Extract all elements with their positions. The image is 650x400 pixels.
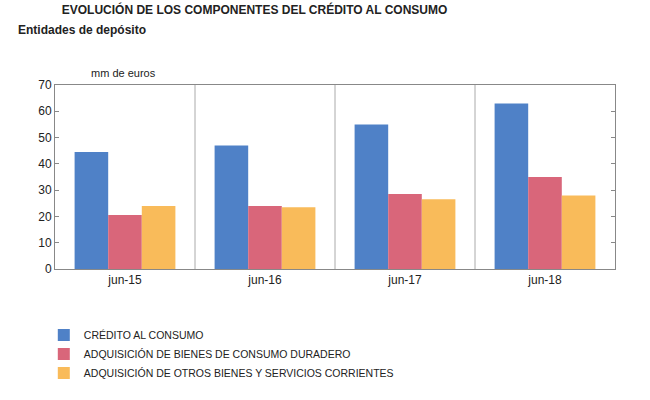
svg-text:20: 20 bbox=[38, 210, 52, 224]
svg-text:jun-17: jun-17 bbox=[387, 273, 422, 287]
svg-text:jun-16: jun-16 bbox=[247, 273, 282, 287]
svg-text:CRÉDITO AL CONSUMO: CRÉDITO AL CONSUMO bbox=[84, 329, 204, 341]
svg-text:30: 30 bbox=[38, 183, 52, 197]
svg-text:ADQUISICIÓN DE BIENES DE CONSU: ADQUISICIÓN DE BIENES DE CONSUMO DURADER… bbox=[84, 348, 351, 360]
svg-text:ADQUISICIÓN DE OTROS BIENES Y: ADQUISICIÓN DE OTROS BIENES Y SERVICIOS … bbox=[84, 367, 394, 379]
svg-text:jun-15: jun-15 bbox=[107, 273, 142, 287]
svg-text:40: 40 bbox=[38, 157, 52, 171]
svg-text:jun-18: jun-18 bbox=[527, 273, 562, 287]
svg-text:60: 60 bbox=[38, 104, 52, 118]
svg-text:50: 50 bbox=[38, 131, 52, 145]
svg-text:mm de euros: mm de euros bbox=[91, 67, 156, 79]
svg-text:0: 0 bbox=[45, 262, 52, 276]
svg-text:10: 10 bbox=[38, 236, 52, 250]
svg-text:70: 70 bbox=[38, 78, 52, 92]
svg-text:EVOLUCIÓN DE LOS COMPONENTES D: EVOLUCIÓN DE LOS COMPONENTES DEL CRÉDITO… bbox=[62, 2, 448, 17]
svg-text:Entidades de depósito: Entidades de depósito bbox=[18, 23, 146, 37]
